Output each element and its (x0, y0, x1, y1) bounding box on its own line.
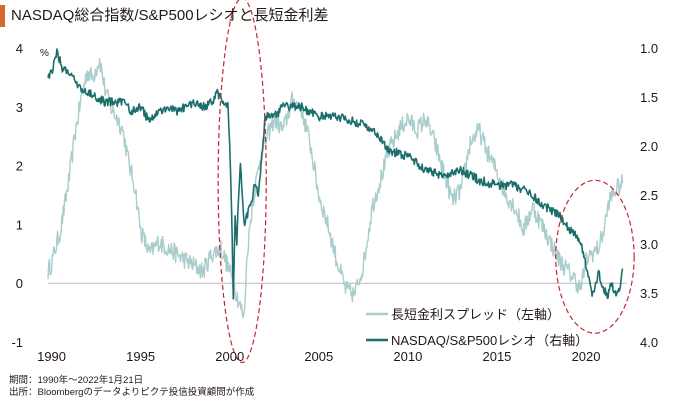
right-axis-tick-label: 1.5 (640, 90, 658, 105)
right-axis-tick-label: 2.5 (640, 188, 658, 203)
legend-label-ratio: NASDAQ/S&P500レシオ（右軸） (391, 333, 588, 348)
chart-title: NASDAQ総合指数/S&P500レシオと長短金利差 (11, 7, 329, 24)
highlight-ellipse-2 (555, 179, 635, 334)
left-axis-tick-label: 1 (16, 217, 23, 232)
right-axis-tick-label: 4.0 (640, 335, 658, 350)
series-line-spread (47, 57, 624, 319)
legend: 長短金利スプレッド（左軸） NASDAQ/S&P500レシオ（右軸） (366, 307, 588, 348)
footnote-period: 期間：1990年～2022年1月21日 (9, 375, 144, 386)
series-line-ratio (47, 48, 624, 300)
highlight-ellipse-1 (217, 0, 267, 364)
axis-layer: 4 3 2 1 0 -1% 1.0 1.5 2.0 2.5 3.0 3.5 4.0 1990 1995 200… (11, 41, 658, 364)
right-axis-tick-label: 1.0 (640, 41, 658, 56)
x-axis-tick-label: 2010 (393, 349, 422, 364)
x-axis-tick-label: 2015 (482, 349, 511, 364)
x-axis-tick-label: 2020 (572, 349, 601, 364)
right-axis-tick-label: 2.0 (640, 139, 658, 154)
x-axis-tick-label: 2005 (304, 349, 333, 364)
title-accent-bar (0, 5, 5, 27)
right-axis-tick-label: 3.0 (640, 237, 658, 252)
footnote-source: 出所：Bloombergのデータよりピクテ投信投資顧問が作成 (9, 387, 255, 398)
left-axis-unit: % (40, 48, 49, 59)
x-axis-tick-label: 1990 (37, 349, 66, 364)
left-axis-tick-label: 4 (16, 41, 23, 56)
x-axis-tick-label: 1995 (126, 349, 155, 364)
left-axis-tick-label: 0 (16, 276, 23, 291)
x-axis-tick-label: 2000 (215, 349, 244, 364)
left-axis-tick-label: 3 (16, 100, 23, 115)
left-axis-tick-label: -1 (11, 335, 23, 350)
legend-label-spread: 長短金利スプレッド（左軸） (391, 307, 560, 322)
series-layer (47, 48, 624, 319)
left-axis-tick-label: 2 (16, 159, 23, 174)
right-axis-tick-label: 3.5 (640, 286, 658, 301)
annotation-layer (217, 0, 635, 364)
